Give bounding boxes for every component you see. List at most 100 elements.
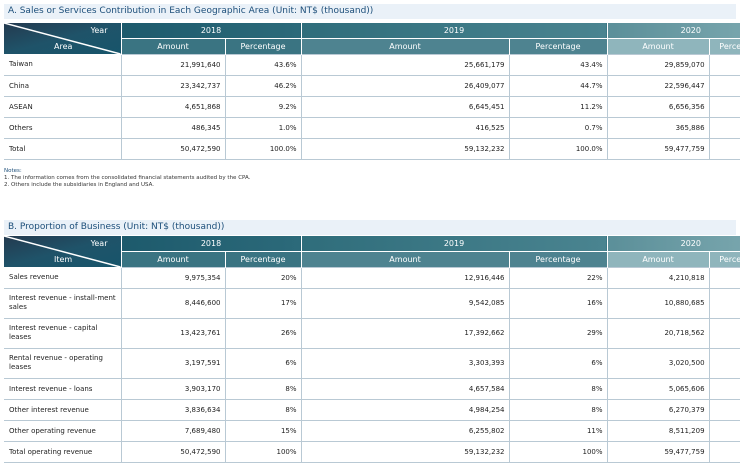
table-row: Sales revenue 9,975,354 20% 12,916,446 22% 4,… (4, 266, 740, 289)
amount-cell: 4,651,868 (120, 95, 225, 118)
percentage-cell: 8% (508, 377, 608, 400)
col-amount-2018: Amount (120, 37, 225, 54)
percentage-cell: 38.0% (708, 74, 740, 97)
amount-cell: 6,656,356 (606, 95, 710, 118)
amount-cell: 9,975,354 (120, 266, 225, 289)
amount-cell: 25,661,179 (300, 53, 510, 76)
amount-cell: 12,916,446 (300, 266, 510, 289)
amount-cell: 7,689,480 (120, 419, 225, 442)
row-label: Other interest revenue (4, 399, 121, 421)
amount-cell: 10,880,685 (606, 287, 710, 319)
corner-area-label: Area (54, 42, 73, 51)
note-line-1: 1. The information comes from the consol… (4, 175, 251, 181)
year-header-2019: 2019 (300, 236, 608, 251)
amount-cell: 4,984,254 (300, 398, 510, 421)
row-label: Others (4, 117, 121, 139)
col-amount-2019: Amount (300, 250, 510, 267)
col-amount-2018: Amount (120, 250, 225, 267)
percentage-cell: 29% (508, 317, 608, 349)
row-label: ASEAN (4, 96, 121, 118)
corner-year-label: Year (90, 239, 108, 248)
section-a-title: A. Sales or Services Contribution in Eac… (4, 4, 736, 19)
row-label: Interest revenue - loans (4, 378, 121, 400)
amount-cell: 3,903,170 (120, 377, 225, 400)
notes-title: Notes: (4, 168, 22, 174)
row-label: China (4, 75, 121, 97)
percentage-cell: 8% (508, 398, 608, 421)
col-amount-2019: Amount (300, 37, 510, 54)
percentage-cell: 6% (508, 347, 608, 379)
percentage-cell: 11% (708, 398, 740, 421)
table-b-corner-header: Year Item (4, 236, 121, 267)
percentage-cell: 20% (224, 266, 302, 289)
amount-cell: 50,472,590 (120, 440, 225, 463)
amount-cell: 13,423,761 (120, 317, 225, 349)
percentage-cell: 26% (224, 317, 302, 349)
percentage-cell: 100.0% (508, 137, 608, 160)
col-percentage-2020: Percentage (708, 37, 740, 54)
percentage-cell: 46.2% (224, 74, 302, 97)
col-percentage-2018: Percentage (224, 250, 302, 267)
row-label: Sales revenue (4, 267, 121, 289)
year-header-2020: 2020 (606, 23, 740, 38)
percentage-cell: 16% (508, 287, 608, 319)
percentage-cell: 8% (224, 398, 302, 421)
percentage-cell: 50.2% (708, 53, 740, 76)
amount-cell: 365,886 (606, 116, 710, 139)
amount-cell: 59,477,759 (606, 440, 710, 463)
percentage-cell: 11.2% (508, 95, 608, 118)
table-row: Interest revenue - capital leases 13,423,… (4, 317, 740, 349)
amount-cell: 4,210,818 (606, 266, 710, 289)
table-row: Total 50,472,590 100.0% 59,132,232 100.0% 59,… (4, 137, 740, 160)
percentage-cell: 100% (224, 440, 302, 463)
table-row: Other interest revenue 3,836,634 8% 4,984,2… (4, 398, 740, 421)
amount-cell: 21,991,640 (120, 53, 225, 76)
amount-cell: 6,645,451 (300, 95, 510, 118)
col-percentage-2019: Percentage (508, 37, 608, 54)
amount-cell: 3,303,393 (300, 347, 510, 379)
table-row: ASEAN 4,651,868 9.2% 6,645,451 11.2% 6,656,35… (4, 95, 740, 118)
percentage-cell: 11% (508, 419, 608, 442)
col-percentage-2018: Percentage (224, 37, 302, 54)
percentage-cell: 44.7% (508, 74, 608, 97)
percentage-cell: 0.6% (708, 116, 740, 139)
year-header-2020: 2020 (606, 236, 740, 251)
percentage-cell: 9.2% (224, 95, 302, 118)
percentage-cell: 100% (508, 440, 608, 463)
percentage-cell: 14% (708, 419, 740, 442)
amount-cell: 416,525 (300, 116, 510, 139)
amount-cell: 8,446,600 (120, 287, 225, 319)
year-header-2019: 2019 (300, 23, 608, 38)
table-row: Interest revenue - install-ment sales 8,4… (4, 287, 740, 319)
percentage-cell: 43.4% (508, 53, 608, 76)
year-header-2018: 2018 (120, 23, 302, 38)
amount-cell: 50,472,590 (120, 137, 225, 160)
amount-cell: 3,197,591 (120, 347, 225, 379)
table-row: Taiwan 21,991,640 43.6% 25,661,179 43.4% 29,8… (4, 53, 740, 76)
col-amount-2020: Amount (606, 37, 710, 54)
business-proportion-table: Year Item 2018 2019 2020 Amount Percenta… (4, 236, 740, 463)
table-row: Total operating revenue 50,472,590 100% 59,… (4, 440, 740, 463)
geographic-area-table: Year Area 2018 2019 2020 Amount Percenta… (4, 23, 740, 160)
amount-cell: 22,596,447 (606, 74, 710, 97)
amount-cell: 3,836,634 (120, 398, 225, 421)
col-percentage-2020: Percentage (708, 250, 740, 267)
percentage-cell: 7% (708, 266, 740, 289)
amount-cell: 4,657,584 (300, 377, 510, 400)
notes-block: Notes: 1. The information comes from the… (4, 168, 250, 189)
note-line-2: 2. Others include the subsidiaries in En… (4, 182, 155, 188)
percentage-cell: 35% (708, 317, 740, 349)
percentage-cell: 100.0% (224, 137, 302, 160)
amount-cell: 26,409,077 (300, 74, 510, 97)
diagonal-divider (4, 236, 121, 267)
amount-cell: 59,477,759 (606, 137, 710, 160)
section-b-title: B. Proportion of Business (Unit: NT$ (th… (4, 220, 736, 235)
percentage-cell: 43.6% (224, 53, 302, 76)
percentage-cell: 8% (224, 377, 302, 400)
amount-cell: 59,132,232 (300, 137, 510, 160)
table-row: Interest revenue - loans 3,903,170 8% 4,657… (4, 377, 740, 400)
row-label: Interest revenue - install-ment sales (4, 288, 121, 319)
corner-item-label: Item (54, 255, 73, 264)
amount-cell: 29,859,070 (606, 53, 710, 76)
